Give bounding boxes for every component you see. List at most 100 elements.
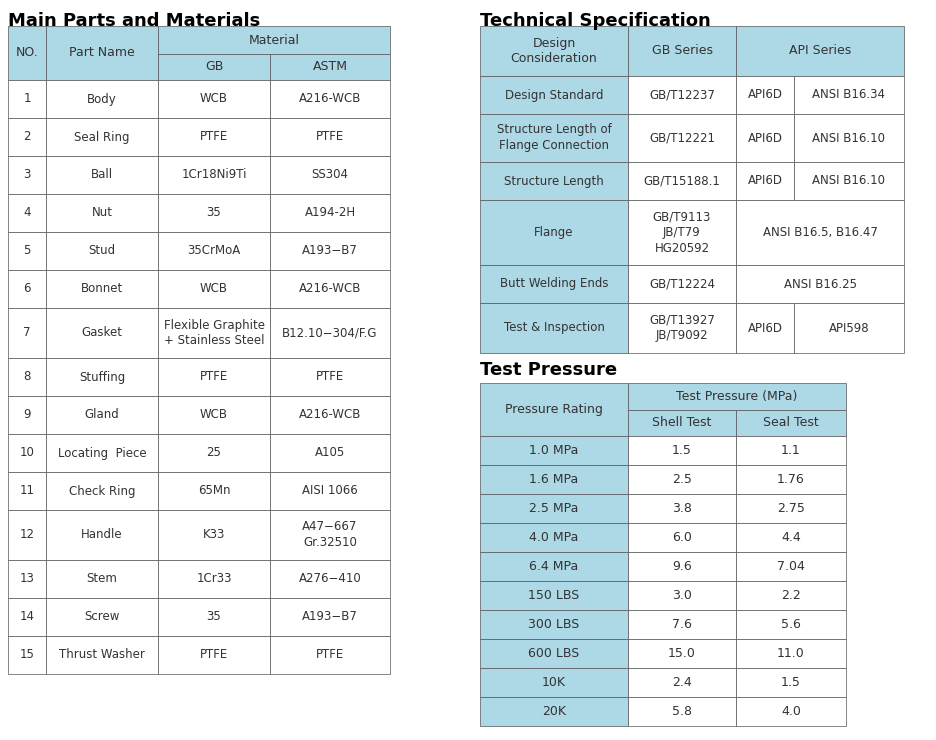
Text: API598: API598 <box>828 321 870 334</box>
Bar <box>270 358 390 396</box>
Bar <box>628 383 846 410</box>
Bar <box>270 194 390 232</box>
Text: 14: 14 <box>20 610 35 624</box>
Bar <box>158 396 270 434</box>
Bar <box>46 434 158 472</box>
Bar <box>46 308 158 358</box>
Bar <box>8 118 46 156</box>
Bar <box>270 434 390 472</box>
Bar <box>46 118 158 156</box>
Text: API6D: API6D <box>748 321 782 334</box>
Text: 11: 11 <box>20 485 35 497</box>
Bar <box>270 510 390 560</box>
Bar <box>158 598 270 636</box>
Bar <box>270 308 390 358</box>
Text: 2.2: 2.2 <box>782 589 801 602</box>
Text: 4.4: 4.4 <box>782 531 801 544</box>
Bar <box>8 308 46 358</box>
Bar <box>270 270 390 308</box>
Bar <box>270 80 390 118</box>
Bar <box>628 303 736 353</box>
Text: B12.10−304/F.G: B12.10−304/F.G <box>283 326 378 340</box>
Bar <box>158 308 270 358</box>
Text: 6.4 MPa: 6.4 MPa <box>530 560 578 573</box>
Text: Stem: Stem <box>86 573 117 585</box>
Bar <box>46 396 158 434</box>
Text: 15: 15 <box>20 648 35 662</box>
Text: Shell Test: Shell Test <box>652 417 711 429</box>
Bar <box>480 581 628 610</box>
Bar <box>736 581 846 610</box>
Text: ANSI B16.25: ANSI B16.25 <box>783 278 856 291</box>
Text: Body: Body <box>87 92 117 106</box>
Text: WCB: WCB <box>200 283 228 295</box>
Bar <box>480 465 628 494</box>
Text: 1: 1 <box>23 92 31 106</box>
Text: Part Name: Part Name <box>69 47 135 59</box>
Text: ASTM: ASTM <box>313 61 347 73</box>
Bar <box>46 270 158 308</box>
Text: 35: 35 <box>207 206 222 220</box>
Text: 5: 5 <box>23 244 31 258</box>
Text: 15.0: 15.0 <box>668 647 696 660</box>
Text: 600 LBS: 600 LBS <box>529 647 579 660</box>
Bar <box>158 472 270 510</box>
Text: 4: 4 <box>23 206 31 220</box>
Bar <box>8 396 46 434</box>
Text: 7.6: 7.6 <box>672 618 692 631</box>
Bar <box>8 598 46 636</box>
Text: 3.8: 3.8 <box>672 502 692 515</box>
Text: 5.8: 5.8 <box>672 705 692 718</box>
Text: 3: 3 <box>23 169 31 181</box>
Text: Structure Length of
Flange Connection: Structure Length of Flange Connection <box>497 124 611 152</box>
Bar <box>480 523 628 552</box>
Text: PTFE: PTFE <box>315 130 344 144</box>
Text: NO.: NO. <box>16 47 38 59</box>
Bar <box>736 265 904 303</box>
Bar <box>8 194 46 232</box>
Text: Ball: Ball <box>91 169 113 181</box>
Text: Material: Material <box>248 33 300 47</box>
Bar <box>8 270 46 308</box>
Bar <box>158 156 270 194</box>
Bar <box>736 610 846 639</box>
Bar <box>736 162 794 200</box>
Text: 9: 9 <box>23 408 31 422</box>
Bar <box>46 598 158 636</box>
Text: A193−B7: A193−B7 <box>302 610 358 624</box>
Bar <box>628 26 736 76</box>
Bar <box>736 523 846 552</box>
Bar <box>794 303 904 353</box>
Text: Flange: Flange <box>534 226 574 239</box>
Bar <box>8 156 46 194</box>
Text: GB Series: GB Series <box>651 44 712 58</box>
Text: 300 LBS: 300 LBS <box>529 618 579 631</box>
Bar <box>736 303 794 353</box>
Text: Gland: Gland <box>84 408 120 422</box>
Bar <box>8 510 46 560</box>
Bar <box>628 697 736 726</box>
Text: API6D: API6D <box>748 132 782 144</box>
Bar <box>628 436 736 465</box>
Bar <box>736 200 904 265</box>
Bar <box>628 639 736 668</box>
Text: 1.76: 1.76 <box>777 473 805 486</box>
Text: Butt Welding Ends: Butt Welding Ends <box>500 278 608 291</box>
Text: 1.0 MPa: 1.0 MPa <box>530 444 578 457</box>
Bar <box>8 358 46 396</box>
Text: 1.6 MPa: 1.6 MPa <box>530 473 578 486</box>
Bar <box>736 76 794 114</box>
Text: PTFE: PTFE <box>200 130 228 144</box>
Text: 8: 8 <box>23 371 31 383</box>
Text: 6: 6 <box>23 283 31 295</box>
Bar <box>270 636 390 674</box>
Text: 9.6: 9.6 <box>672 560 692 573</box>
Bar <box>46 156 158 194</box>
Bar <box>794 162 904 200</box>
Bar <box>270 598 390 636</box>
Text: GB/T9113
JB/T79
HG20592: GB/T9113 JB/T79 HG20592 <box>652 210 711 255</box>
Bar <box>628 494 736 523</box>
Bar <box>158 54 270 80</box>
Bar <box>46 510 158 560</box>
Bar <box>628 200 736 265</box>
